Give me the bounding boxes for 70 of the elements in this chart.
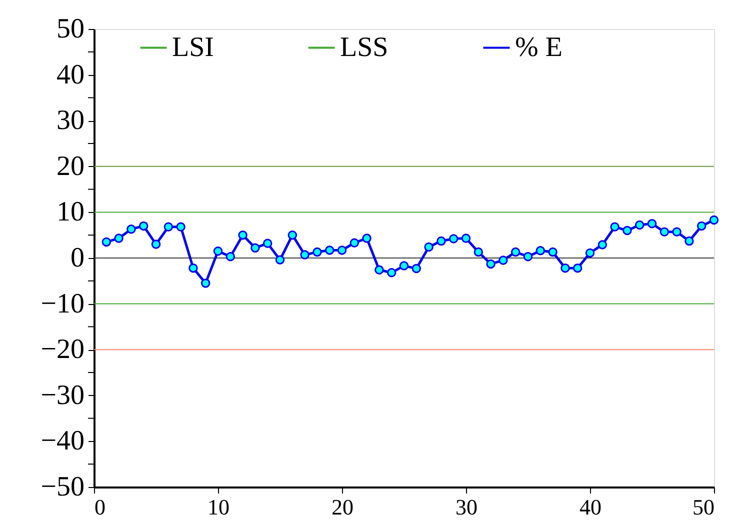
point	[448, 234, 458, 244]
point	[622, 226, 632, 236]
point	[412, 264, 422, 274]
x-tick-label: 20	[332, 494, 354, 520]
point	[374, 265, 384, 275]
point	[536, 246, 546, 256]
point	[436, 236, 446, 246]
y-tick-label: −20	[40, 334, 84, 366]
point	[312, 247, 322, 257]
point	[585, 248, 595, 258]
x-tick-label: 10	[208, 494, 230, 520]
point	[660, 227, 670, 237]
point	[709, 215, 719, 225]
y-tick-label: 40	[56, 59, 84, 90]
point	[350, 238, 360, 248]
point	[324, 246, 334, 255]
legend-label: LSS	[340, 32, 388, 63]
y-tick-label: −50	[40, 472, 84, 502]
point	[164, 222, 174, 232]
point	[474, 247, 484, 257]
point	[523, 252, 533, 262]
point	[337, 246, 347, 255]
point	[238, 230, 248, 240]
point	[598, 240, 608, 250]
point	[138, 221, 148, 231]
y-tick-label: 50	[56, 14, 84, 44]
point	[572, 263, 582, 273]
point	[213, 246, 223, 256]
legend-label: LSI	[172, 32, 214, 63]
point	[610, 222, 620, 232]
point	[461, 234, 471, 243]
point	[300, 250, 310, 260]
x-tick-label: 50	[692, 494, 714, 520]
point	[200, 278, 210, 288]
y-tick-label: −40	[40, 426, 84, 457]
point	[672, 227, 682, 237]
point	[486, 259, 496, 269]
x-tick-label: 0	[94, 494, 106, 520]
y-tick-label: −30	[40, 380, 84, 411]
legend-label: % E	[515, 32, 562, 63]
x-tick-label: 30	[456, 494, 478, 520]
point	[696, 221, 706, 231]
point	[386, 268, 396, 278]
point	[262, 238, 272, 248]
y-tick-label: −10	[40, 288, 84, 320]
point	[288, 230, 298, 240]
point	[548, 247, 558, 257]
point	[188, 263, 198, 273]
x-tick-label: 40	[580, 494, 602, 520]
point	[126, 224, 136, 234]
y-tick-label: 20	[56, 150, 84, 182]
y-tick-label: 10	[56, 196, 84, 228]
point	[424, 242, 434, 252]
point	[176, 222, 186, 232]
point	[102, 237, 112, 247]
y-tick-label: 30	[56, 105, 84, 136]
point	[362, 234, 372, 243]
point	[114, 234, 124, 243]
point	[399, 261, 409, 270]
point	[226, 252, 236, 262]
point	[498, 256, 508, 265]
point	[275, 255, 285, 264]
y-tick-label: 0	[70, 242, 84, 274]
point	[560, 263, 570, 273]
point	[647, 219, 657, 228]
point	[151, 240, 161, 249]
point	[684, 236, 694, 246]
point	[250, 243, 260, 253]
point	[510, 247, 520, 257]
point	[634, 220, 644, 230]
